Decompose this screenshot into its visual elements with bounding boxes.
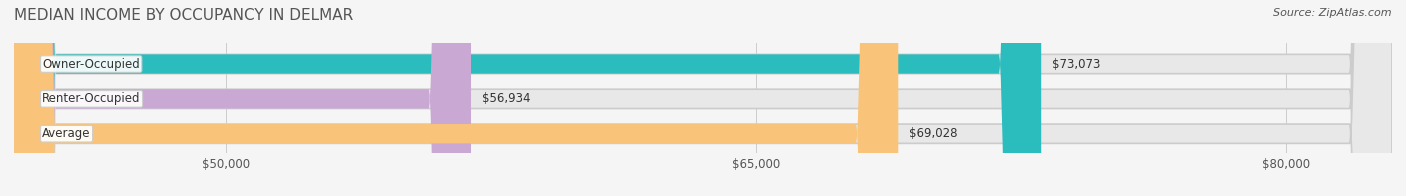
Text: Source: ZipAtlas.com: Source: ZipAtlas.com	[1274, 8, 1392, 18]
Text: $56,934: $56,934	[482, 92, 530, 105]
FancyBboxPatch shape	[14, 0, 1392, 196]
Text: Owner-Occupied: Owner-Occupied	[42, 58, 141, 71]
FancyBboxPatch shape	[14, 0, 1392, 196]
Text: $69,028: $69,028	[908, 127, 957, 140]
FancyBboxPatch shape	[14, 0, 471, 196]
FancyBboxPatch shape	[14, 0, 1392, 196]
FancyBboxPatch shape	[14, 0, 1042, 196]
Text: Average: Average	[42, 127, 91, 140]
Text: Renter-Occupied: Renter-Occupied	[42, 92, 141, 105]
Text: MEDIAN INCOME BY OCCUPANCY IN DELMAR: MEDIAN INCOME BY OCCUPANCY IN DELMAR	[14, 8, 353, 23]
FancyBboxPatch shape	[14, 0, 898, 196]
Text: $73,073: $73,073	[1052, 58, 1099, 71]
